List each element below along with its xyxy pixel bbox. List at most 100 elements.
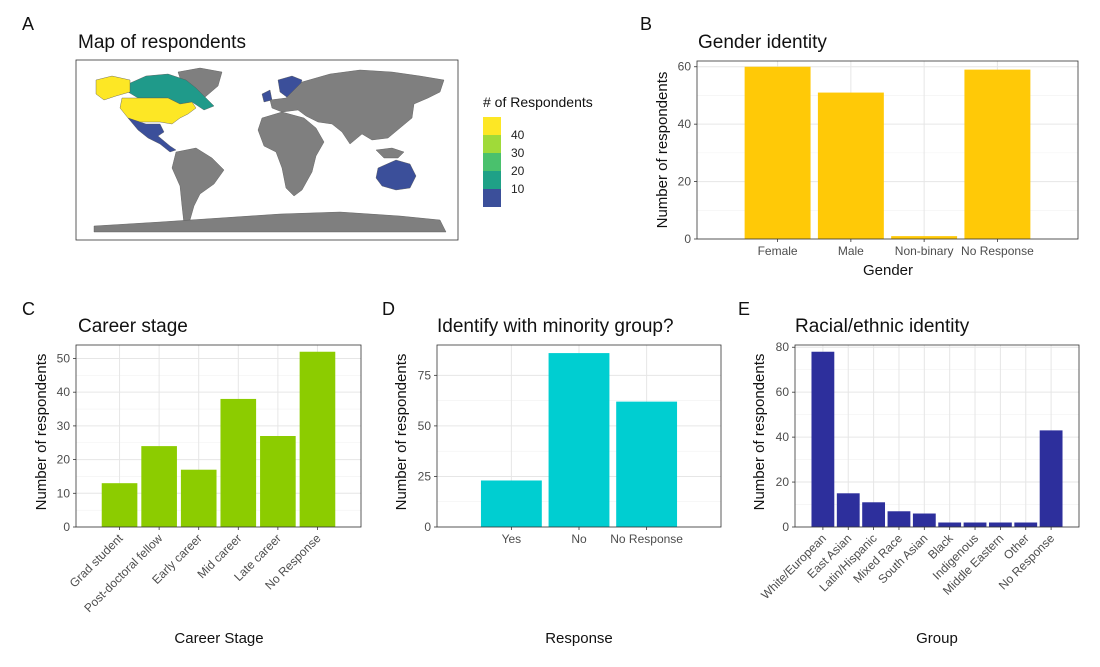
- minority-chart: Identify with minority group? 0 25 50 75 Yes…: [393, 316, 722, 647]
- career-chart-y-tick-label: 40: [57, 385, 71, 399]
- career-chart-ylabel: Number of respondents: [33, 354, 50, 511]
- antarctica-shape: [93, 211, 447, 233]
- career-chart-y-tick-label: 30: [57, 419, 71, 433]
- panel-letter-c: C: [22, 299, 35, 319]
- gender-chart-ylabel: Number of respondents: [654, 72, 671, 229]
- gender-chart-x-tick-label: No Response: [961, 244, 1034, 258]
- ethnic-chart-bar-no-response: [1039, 430, 1063, 527]
- south-america-shape: [171, 147, 225, 225]
- gender-chart-title: Gender identity: [698, 32, 827, 53]
- ethnic-chart-bar-latin-hispanic: [862, 502, 886, 527]
- ethnic-chart-bar-black: [938, 522, 962, 527]
- ethnic-chart-bar-mixed-race: [887, 511, 911, 527]
- indonesia-shape: [375, 147, 405, 159]
- career-chart-y-tick-label: 10: [57, 486, 71, 500]
- minority-chart-y-tick-label: 75: [418, 368, 432, 382]
- career-chart-bar-grad-student: [101, 483, 138, 527]
- gender-chart-bar-female: [744, 66, 811, 239]
- career-chart-plot-border: [75, 344, 362, 528]
- ethnic-chart-y-tick-label: 80: [776, 340, 790, 354]
- africa-shape: [257, 111, 325, 197]
- panel-letter-d: D: [382, 299, 395, 319]
- ethnic-chart-plot-border: [794, 344, 1080, 528]
- map-panel: Map of respondents: [75, 32, 593, 241]
- gender-chart: Gender identity 0 20 40 60 Female Male Non-bin…: [654, 32, 1079, 279]
- panel-letter-a: A: [22, 14, 34, 34]
- minority-chart-bar-no-response: [616, 401, 678, 527]
- ethnic-chart-ylabel: Number of respondents: [751, 354, 768, 511]
- career-chart-y-tick-label: 20: [57, 453, 71, 467]
- career-chart-bar-no-response: [299, 351, 336, 527]
- panel-letter-e: E: [738, 299, 750, 319]
- career-chart-bar-late-career: [260, 436, 296, 527]
- ethnic-chart-bar-indigenous: [963, 522, 987, 527]
- gender-chart-y-tick-label: 20: [678, 175, 692, 189]
- legend-label: 30: [511, 146, 525, 160]
- career-chart-y-tick-label: 0: [63, 520, 70, 534]
- gender-chart-bar-no-response: [964, 69, 1031, 239]
- gender-chart-plot-border: [696, 60, 1079, 240]
- australia-region: [375, 159, 417, 191]
- minority-chart-y-tick-label: 50: [418, 419, 432, 433]
- minority-chart-plot: 0 25 50 75 Yes No No Response: [418, 344, 722, 546]
- map-legend: 40 30 20 10: [483, 117, 525, 207]
- ethnic-chart-y-tick-label: 60: [776, 385, 790, 399]
- gender-chart-bar-male: [817, 92, 884, 239]
- legend-label: 40: [511, 128, 525, 142]
- ethnic-chart-title: Racial/ethnic identity: [795, 316, 970, 337]
- minority-chart-bar-yes: [480, 480, 542, 527]
- ethnic-chart-bar-east-asian: [836, 493, 860, 527]
- legend-swatch: [483, 117, 501, 135]
- legend-swatch: [483, 189, 501, 207]
- ethnic-chart-bar-other: [1014, 522, 1038, 527]
- minority-chart-xlabel: Response: [545, 630, 613, 647]
- minority-chart-title: Identify with minority group?: [437, 316, 674, 337]
- ethnic-chart-xlabel: Group: [916, 630, 958, 647]
- minority-chart-bar-no: [548, 353, 610, 527]
- ethnic-chart-bar-south-asian: [912, 513, 936, 527]
- world-map: [93, 67, 447, 233]
- minority-chart-x-tick-label: Yes: [502, 532, 522, 546]
- ethnic-chart-bar-middle-eastern: [988, 522, 1012, 527]
- gender-chart-y-tick-label: 0: [684, 232, 691, 246]
- career-chart-y-tick-label: 50: [57, 351, 71, 365]
- mexico-region: [127, 117, 177, 153]
- legend-label: 10: [511, 182, 525, 196]
- minority-chart-y-tick-label: 0: [424, 520, 431, 534]
- career-chart-xlabel: Career Stage: [174, 630, 263, 647]
- map-title: Map of respondents: [78, 32, 246, 53]
- minority-chart-x-tick-label: No: [571, 532, 587, 546]
- career-chart-bar-early-career: [180, 469, 217, 527]
- ethnic-chart-y-tick-label: 40: [776, 430, 790, 444]
- career-chart-bar-mid-career: [220, 398, 257, 527]
- ethnic-chart: Racial/ethnic identity 020406080White/Eu…: [751, 316, 1080, 647]
- minority-chart-x-tick-label: No Response: [610, 532, 683, 546]
- legend-label: 20: [511, 164, 525, 178]
- career-chart-bar-post-doctoral-fellow: [141, 446, 177, 527]
- gender-chart-xlabel: Gender: [863, 262, 913, 279]
- minority-chart-ylabel: Number of respondents: [393, 354, 410, 511]
- gender-chart-y-tick-label: 40: [678, 117, 692, 131]
- alaska-region: [95, 75, 131, 101]
- gender-chart-x-tick-label: Male: [838, 244, 864, 258]
- panel-letter-b: B: [640, 14, 652, 34]
- gender-chart-x-tick-label: Female: [758, 244, 798, 258]
- ethnic-chart-bar-white-european: [811, 351, 835, 527]
- gender-chart-bar-non-binary: [891, 236, 958, 239]
- ethnic-chart-y-tick-label: 20: [776, 475, 790, 489]
- legend-swatch: [483, 153, 501, 171]
- career-chart-title: Career stage: [78, 316, 188, 337]
- gender-chart-y-tick-label: 60: [678, 60, 692, 74]
- legend-swatch: [483, 135, 501, 153]
- minority-chart-y-tick-label: 25: [418, 469, 432, 483]
- gender-chart-x-tick-label: Non-binary: [895, 244, 954, 258]
- legend-swatch: [483, 171, 501, 189]
- eurasia-shape: [269, 69, 445, 145]
- map-legend-title: # of Respondents: [483, 94, 593, 110]
- gender-chart-plot: 0 20 40 60 Female Male Non-binary No Response: [678, 60, 1079, 258]
- ethnic-chart-y-tick-label: 0: [782, 520, 789, 534]
